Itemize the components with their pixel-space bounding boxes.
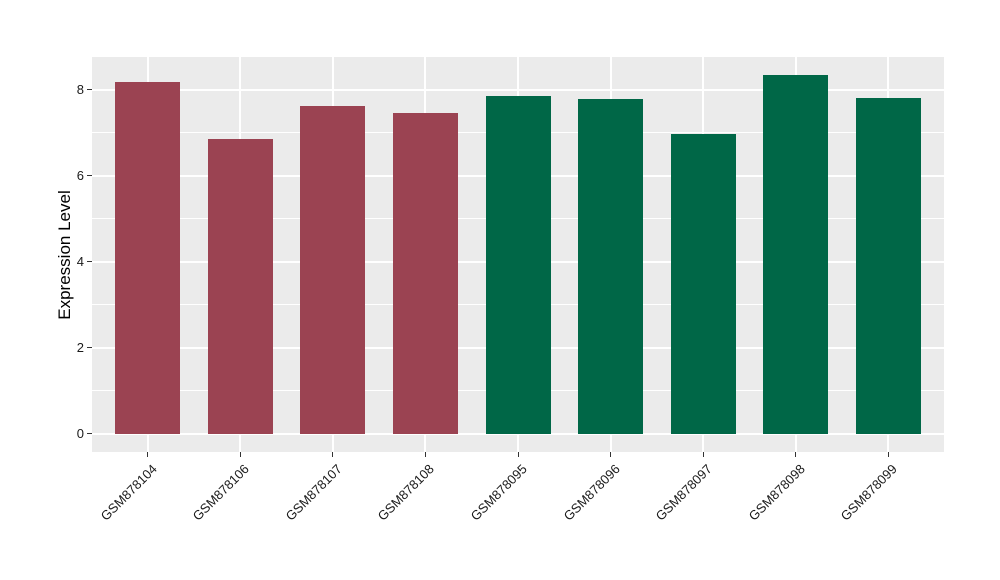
x-tick-label: GSM878097 — [652, 461, 716, 524]
y-tick-label: 4 — [76, 253, 84, 269]
x-tick-mark — [517, 452, 519, 457]
x-tick-label: GSM878106 — [189, 461, 253, 524]
bar — [392, 113, 458, 434]
x-tick-mark — [795, 452, 797, 457]
x-tick-label: GSM878107 — [282, 461, 345, 524]
bar — [578, 98, 644, 434]
x-tick-label: GSM878099 — [838, 461, 901, 524]
y-tick-label: 2 — [76, 339, 84, 355]
x-tick-label: GSM878096 — [560, 461, 623, 524]
y-tick-mark — [87, 433, 92, 435]
y-tick-mark — [87, 89, 92, 91]
x-tick-label: GSM878104 — [97, 461, 160, 524]
y-tick-mark — [87, 261, 92, 263]
bar — [207, 139, 273, 434]
x-tick-label: GSM878098 — [745, 461, 808, 524]
x-tick-mark — [424, 452, 426, 457]
x-tick-label: GSM878095 — [467, 461, 530, 524]
bar — [485, 96, 551, 434]
x-tick-mark — [147, 452, 149, 457]
y-tick-label: 8 — [76, 81, 84, 97]
y-tick-mark — [87, 347, 92, 349]
x-tick-mark — [239, 452, 241, 457]
x-tick-mark — [702, 452, 704, 457]
bar — [855, 97, 921, 434]
bar — [300, 105, 366, 434]
x-tick-label: GSM878108 — [375, 461, 438, 524]
bar — [763, 75, 829, 434]
y-tick-mark — [87, 175, 92, 177]
x-tick-mark — [610, 452, 612, 457]
bar — [115, 82, 181, 434]
y-tick-label: 0 — [76, 425, 84, 441]
bar — [670, 134, 736, 434]
x-tick-mark — [332, 452, 334, 457]
y-tick-label: 6 — [76, 167, 84, 183]
x-tick-mark — [887, 452, 889, 457]
